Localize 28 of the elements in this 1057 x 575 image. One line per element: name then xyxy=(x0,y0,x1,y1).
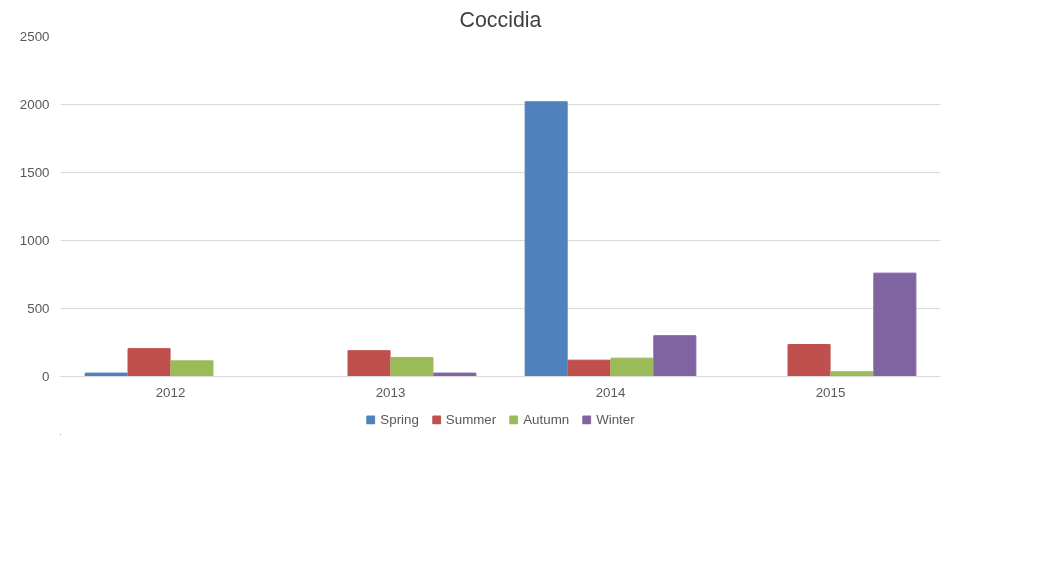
x-tick-label: 2012 xyxy=(155,384,186,400)
bar xyxy=(653,335,697,377)
legend-label: Autumn xyxy=(523,411,570,427)
bar xyxy=(433,372,477,377)
bar xyxy=(524,101,568,377)
bar xyxy=(830,371,874,377)
bar xyxy=(170,360,214,377)
bar xyxy=(787,344,831,377)
y-tick-label: 0 xyxy=(42,369,50,384)
y-tick-label: 2000 xyxy=(19,97,50,112)
x-tick-label: 2015 xyxy=(815,384,846,400)
legend-label: Winter xyxy=(596,411,635,427)
y-tick-label: 1000 xyxy=(19,233,50,248)
y-tick-label: 2500 xyxy=(19,29,50,44)
bar xyxy=(873,272,917,377)
legend-label: Summer xyxy=(445,411,497,427)
legend-label: Spring xyxy=(380,411,419,427)
x-tick-label: 2013 xyxy=(375,384,406,400)
y-tick-label: 1500 xyxy=(19,165,50,180)
bar xyxy=(567,359,611,377)
chart-title: Coccidia xyxy=(459,7,542,32)
bar xyxy=(127,348,171,377)
bar xyxy=(610,357,654,377)
y-tick-label: 500 xyxy=(27,301,50,316)
bar xyxy=(84,372,128,377)
bar xyxy=(390,356,434,377)
bar xyxy=(347,350,391,377)
x-tick-label: 2014 xyxy=(595,384,626,400)
